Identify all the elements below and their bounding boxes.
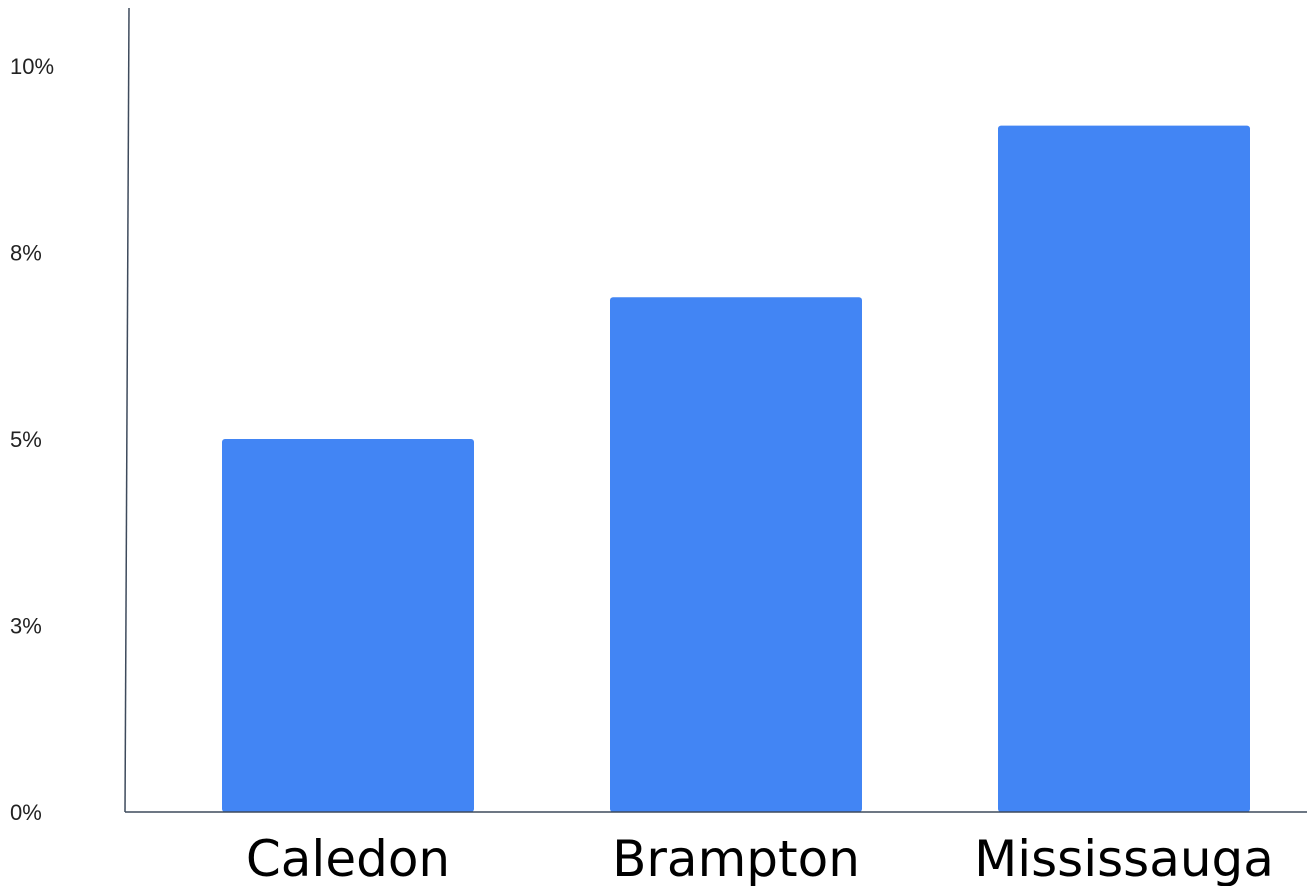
y-axis-line [124,7,130,813]
y-tick-label: 10% [10,54,54,79]
y-tick-label: 3% [10,614,42,639]
x-tick-label: Mississauga [974,830,1274,886]
y-tick-label: 8% [10,241,42,266]
bar-caledon [222,439,474,812]
bar-mississauga [998,125,1250,813]
y-axis-ticks: 0% 3% 5% 8% 10% [10,54,54,825]
x-axis-labels: Caledon Brampton Mississauga [246,830,1274,886]
x-tick-label: Caledon [246,830,450,886]
y-tick-label: 0% [10,800,42,825]
bars [222,125,1250,813]
y-tick-label: 5% [10,427,42,452]
x-tick-label: Brampton [612,830,860,886]
bar-brampton [610,297,862,812]
